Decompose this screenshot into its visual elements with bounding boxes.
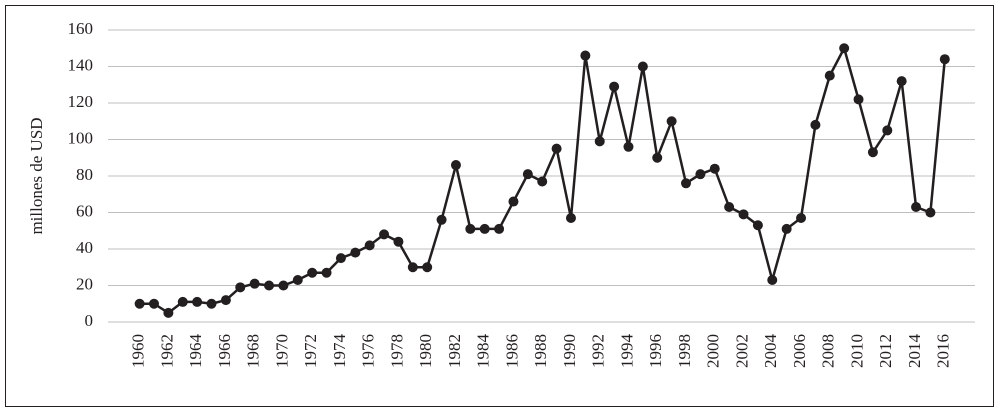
- data-point: [537, 176, 548, 187]
- y-tick-label: 100: [68, 128, 94, 147]
- data-point: [681, 178, 691, 189]
- frame: [5, 5, 994, 407]
- data-point: [508, 196, 519, 207]
- data-point: [666, 116, 677, 127]
- x-tick-label: 1960: [129, 334, 148, 368]
- x-tick-label: 1966: [215, 334, 234, 368]
- data-point: [738, 209, 749, 220]
- data-point: [623, 141, 634, 152]
- data-point: [163, 307, 174, 318]
- data-point: [695, 169, 706, 180]
- data-point: [379, 229, 390, 240]
- y-tick-label: 0: [85, 311, 94, 330]
- data-point: [911, 202, 922, 213]
- x-tick-label: 1974: [330, 334, 349, 369]
- data-point: [494, 223, 505, 234]
- y-axis-label: millones de USD: [27, 117, 46, 234]
- data-point: [752, 220, 763, 231]
- data-point: [206, 298, 217, 309]
- y-tick-label: 160: [68, 19, 94, 38]
- x-tick-label: 2000: [704, 334, 723, 368]
- x-tick-label: 2004: [761, 334, 780, 369]
- x-tick-label: 2010: [847, 334, 866, 368]
- data-point: [580, 50, 591, 61]
- data-point: [465, 223, 476, 234]
- data-point: [192, 296, 203, 307]
- data-point: [609, 81, 620, 92]
- x-tick-label: 1970: [272, 334, 291, 368]
- data-point: [321, 267, 332, 278]
- data-point: [551, 143, 562, 154]
- data-point: [278, 280, 289, 291]
- data-point: [335, 253, 346, 264]
- x-tick-label: 1978: [387, 334, 406, 368]
- data-point: [882, 125, 893, 136]
- data-point: [450, 160, 461, 171]
- data-point: [767, 275, 778, 286]
- data-point: [177, 296, 188, 307]
- data-point: [479, 223, 490, 234]
- data-point: [839, 43, 850, 54]
- y-tick-label: 20: [76, 274, 93, 293]
- data-point: [292, 275, 303, 286]
- x-tick-label: 1998: [675, 334, 694, 368]
- data-point: [709, 163, 720, 174]
- x-tick-label: 2002: [732, 334, 751, 368]
- data-point: [652, 152, 663, 163]
- data-point: [422, 262, 433, 273]
- data-point: [149, 298, 160, 309]
- x-tick-label: 1988: [531, 334, 550, 368]
- data-point: [594, 136, 605, 147]
- data-point: [235, 282, 246, 293]
- data-point: [364, 240, 375, 251]
- data-point: [264, 280, 275, 291]
- data-point: [393, 236, 404, 247]
- y-tick-label: 120: [68, 92, 94, 111]
- x-tick-label: 2016: [934, 334, 953, 368]
- x-tick-label: 1990: [560, 334, 579, 368]
- x-tick-label: 1968: [244, 334, 263, 368]
- data-point: [565, 212, 576, 223]
- x-tick-label: 2012: [876, 334, 895, 368]
- x-tick-label: 2014: [905, 334, 924, 369]
- data-point: [781, 223, 792, 234]
- x-tick-label: 1984: [474, 334, 493, 369]
- x-tick-label: 1982: [445, 334, 464, 368]
- x-tick-label: 1994: [617, 334, 636, 369]
- data-point: [436, 214, 447, 225]
- data-point: [249, 278, 260, 289]
- data-point: [796, 212, 807, 223]
- y-tick-label: 80: [76, 165, 93, 184]
- data-point: [637, 61, 648, 72]
- x-tick-label: 1980: [416, 334, 435, 368]
- data-point: [853, 94, 864, 105]
- data-point: [896, 76, 907, 87]
- y-tick-label: 60: [76, 201, 93, 220]
- data-point: [407, 262, 418, 273]
- x-tick-label: 1976: [359, 334, 378, 368]
- x-tick-label: 1972: [301, 334, 320, 368]
- data-point: [522, 169, 533, 180]
- data-point: [220, 295, 231, 306]
- data-point: [810, 119, 821, 130]
- x-tick-label: 1992: [589, 334, 608, 368]
- y-tick-label: 40: [76, 238, 93, 257]
- x-tick-label: 1986: [502, 334, 521, 368]
- data-point: [939, 54, 950, 65]
- data-point: [307, 267, 318, 278]
- data-point: [925, 207, 936, 218]
- x-tick-label: 1996: [646, 334, 665, 368]
- data-point: [724, 202, 735, 213]
- x-tick-label: 1964: [186, 334, 205, 369]
- y-tick-label: 140: [68, 55, 94, 74]
- data-point: [824, 70, 835, 81]
- data-point: [867, 147, 878, 158]
- x-tick-label: 2008: [819, 334, 838, 368]
- x-tick-label: 2006: [790, 334, 809, 368]
- data-point: [134, 298, 145, 309]
- data-point: [350, 247, 361, 258]
- x-tick-label: 1962: [157, 334, 176, 368]
